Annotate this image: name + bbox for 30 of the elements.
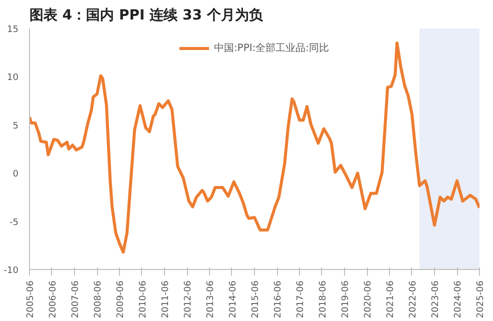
y-tick-label: 10 (7, 73, 19, 84)
x-tick-label: 2008-06 (94, 280, 104, 318)
x-tick-label: 2019-06 (340, 280, 351, 318)
chart-title: 图表 4：国内 PPI 连续 33 个月为负 (30, 8, 264, 24)
x-tick-label: 2022-06 (408, 280, 418, 318)
x-tick-label: 2021-06 (386, 280, 396, 318)
y-tick-label: 15 (7, 25, 18, 35)
x-tick-label: 2018-06 (318, 280, 328, 318)
y-tick-label: 0 (12, 170, 19, 180)
y-tick-label: 5 (12, 121, 19, 132)
y-tick-label: -10 (4, 266, 19, 276)
x-tick-label: 2016-06 (274, 280, 284, 318)
x-tick-label: 2023-06 (430, 280, 441, 318)
x-tick-label: 2005-06 (26, 280, 36, 318)
x-tick-label: 2020-06 (364, 280, 374, 318)
x-tick-label: 2006-06 (48, 280, 58, 318)
x-tick-label: 2011-06 (160, 280, 171, 318)
x-tick-label: 2024-06 (454, 280, 464, 318)
x-tick-label: 2013-06 (206, 280, 216, 318)
x-tick-label: 2015-06 (250, 280, 261, 318)
x-tick-label: 2010-06 (138, 280, 148, 318)
line-series (30, 41, 480, 254)
x-tick-label: 2012-06 (184, 280, 194, 318)
x-tick-label: 2025-06 (476, 280, 486, 318)
x-tick-label: 2017-06 (296, 280, 306, 318)
legend-label: 中国:PPI:全部工业品:同比 (214, 42, 330, 55)
x-tick-label: 2007-06 (70, 280, 81, 318)
x-tick-label: 2014-06 (228, 280, 238, 318)
x-tick-label: 2009-06 (116, 280, 126, 318)
y-tick-label: -5 (10, 218, 19, 228)
